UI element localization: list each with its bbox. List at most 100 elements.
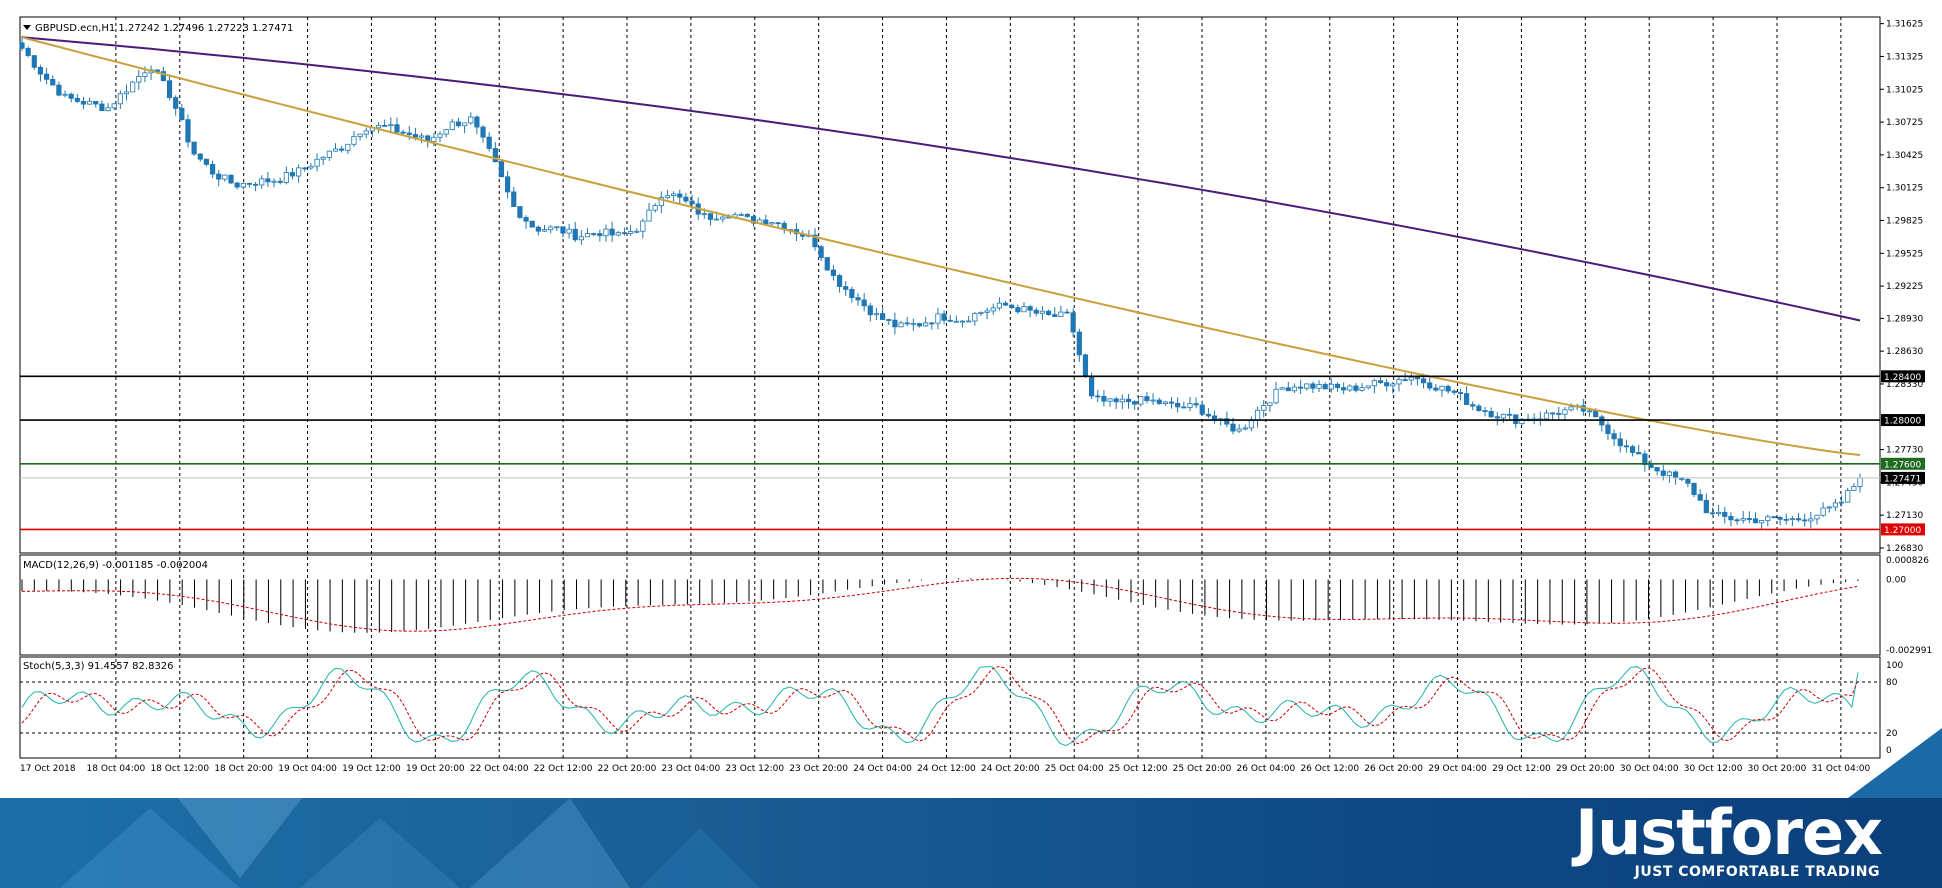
- candle-body: [1107, 398, 1113, 402]
- candle-body: [1820, 507, 1826, 516]
- candle-body: [1857, 477, 1863, 487]
- stoch-d-line: [21, 666, 1859, 745]
- y-tick-label: 1.26830: [1886, 544, 1923, 554]
- candle-body: [634, 230, 640, 233]
- candle-body: [1519, 418, 1525, 424]
- candle-body: [1175, 402, 1181, 408]
- stoch-y-label: 100: [1886, 661, 1903, 671]
- candle-body: [892, 319, 898, 328]
- candle-body: [1556, 413, 1562, 415]
- x-tick-label: 26 Oct 12:00: [1300, 764, 1359, 774]
- candle-body: [449, 121, 455, 131]
- candle-body: [240, 182, 246, 188]
- candle-body: [357, 133, 363, 138]
- candle-body: [437, 133, 443, 138]
- candle-body: [431, 136, 437, 142]
- candle-body: [468, 116, 474, 124]
- triangle-down-icon[interactable]: [23, 25, 31, 30]
- candle-body: [19, 42, 25, 49]
- candle-body: [1082, 354, 1089, 378]
- candle-body: [1685, 478, 1691, 484]
- candle-body: [363, 130, 369, 135]
- candle-body: [1463, 393, 1470, 405]
- macd-y-label: 0.000826: [1886, 556, 1929, 566]
- chart-svg: 17 Oct 2018 18 Oct 04:00 18 Oct 12:00 18 Oc…: [19, 16, 1933, 774]
- candle-body: [910, 323, 916, 325]
- decorative-wedge: [1848, 728, 1942, 798]
- candle-body: [345, 143, 351, 151]
- candle-body: [714, 218, 720, 221]
- candle-body: [775, 222, 781, 225]
- candle-body: [1002, 302, 1009, 306]
- y-tick-label: 1.27130: [1886, 511, 1923, 521]
- candle-body: [1783, 518, 1789, 521]
- candle-body: [824, 257, 830, 271]
- y-tick-label: 1.29525: [1886, 249, 1923, 259]
- decorative-triangle: [470, 798, 630, 888]
- x-tick-label: 23 Oct 12:00: [725, 764, 784, 774]
- candle-body: [498, 161, 505, 178]
- candle-body: [1138, 396, 1144, 405]
- candle-body: [400, 131, 406, 134]
- candle-body: [1384, 382, 1390, 387]
- decorative-triangle: [300, 818, 460, 888]
- candle-body: [209, 163, 216, 175]
- candle-body: [1334, 383, 1341, 388]
- candle-body: [916, 323, 923, 327]
- candle-body: [80, 101, 87, 105]
- candle-body: [160, 71, 166, 82]
- candle-body: [1550, 412, 1556, 415]
- candle-body: [1095, 395, 1101, 398]
- candle-body: [1230, 423, 1236, 432]
- candle-body: [984, 310, 990, 313]
- candle-body: [1285, 387, 1291, 392]
- candle-body: [173, 97, 179, 109]
- candle-body: [849, 289, 855, 299]
- candle-body: [1298, 386, 1304, 389]
- price-level-label: 1.27471: [1884, 474, 1921, 484]
- candle-body: [529, 220, 535, 228]
- candle-body: [474, 116, 480, 128]
- candle-body: [1248, 420, 1255, 429]
- x-tick-label: 24 Oct 20:00: [981, 764, 1040, 774]
- candle-body: [1236, 428, 1242, 432]
- candle-body: [972, 313, 978, 322]
- x-tick-label: 31 Oct 04:00: [1812, 764, 1871, 774]
- candle-body: [203, 158, 210, 165]
- candle-body: [1752, 518, 1759, 524]
- x-tick-label: 19 Oct 12:00: [342, 764, 401, 774]
- x-tick-label: 29 Oct 20:00: [1556, 764, 1615, 774]
- candle-body: [197, 153, 203, 160]
- candle-body: [646, 209, 652, 222]
- candle-body: [1064, 311, 1070, 314]
- y-tick-label: 1.28330: [1886, 380, 1923, 390]
- candle-body: [664, 195, 671, 199]
- candle-body: [234, 182, 240, 188]
- candle-body: [1623, 445, 1630, 448]
- candle-body: [1132, 401, 1138, 405]
- candle-body: [185, 119, 191, 143]
- y-tick-label: 1.31025: [1886, 85, 1923, 95]
- stoch-k-line: [21, 666, 1859, 747]
- candle-body: [1433, 387, 1439, 391]
- x-tick-label: 29 Oct 04:00: [1428, 764, 1487, 774]
- candle-body: [867, 305, 873, 316]
- candle-body: [923, 322, 929, 327]
- candle-body: [627, 231, 634, 234]
- candle-body: [68, 93, 74, 99]
- candle-body: [836, 275, 843, 287]
- candle-body: [283, 172, 289, 183]
- x-tick-label: 22 Oct 12:00: [534, 764, 593, 774]
- price-level-tag: [1881, 414, 1925, 427]
- candle-body: [228, 174, 234, 184]
- candle-body: [1568, 406, 1574, 411]
- candle-body: [1691, 482, 1697, 495]
- candle-body: [1746, 518, 1752, 520]
- candle-body: [1795, 518, 1802, 521]
- candle-body: [1838, 501, 1845, 504]
- candle-body: [1119, 398, 1125, 403]
- candle-body: [406, 132, 412, 135]
- candle-body: [1740, 518, 1746, 521]
- candle-body: [1015, 307, 1021, 313]
- candle-body: [1089, 376, 1095, 397]
